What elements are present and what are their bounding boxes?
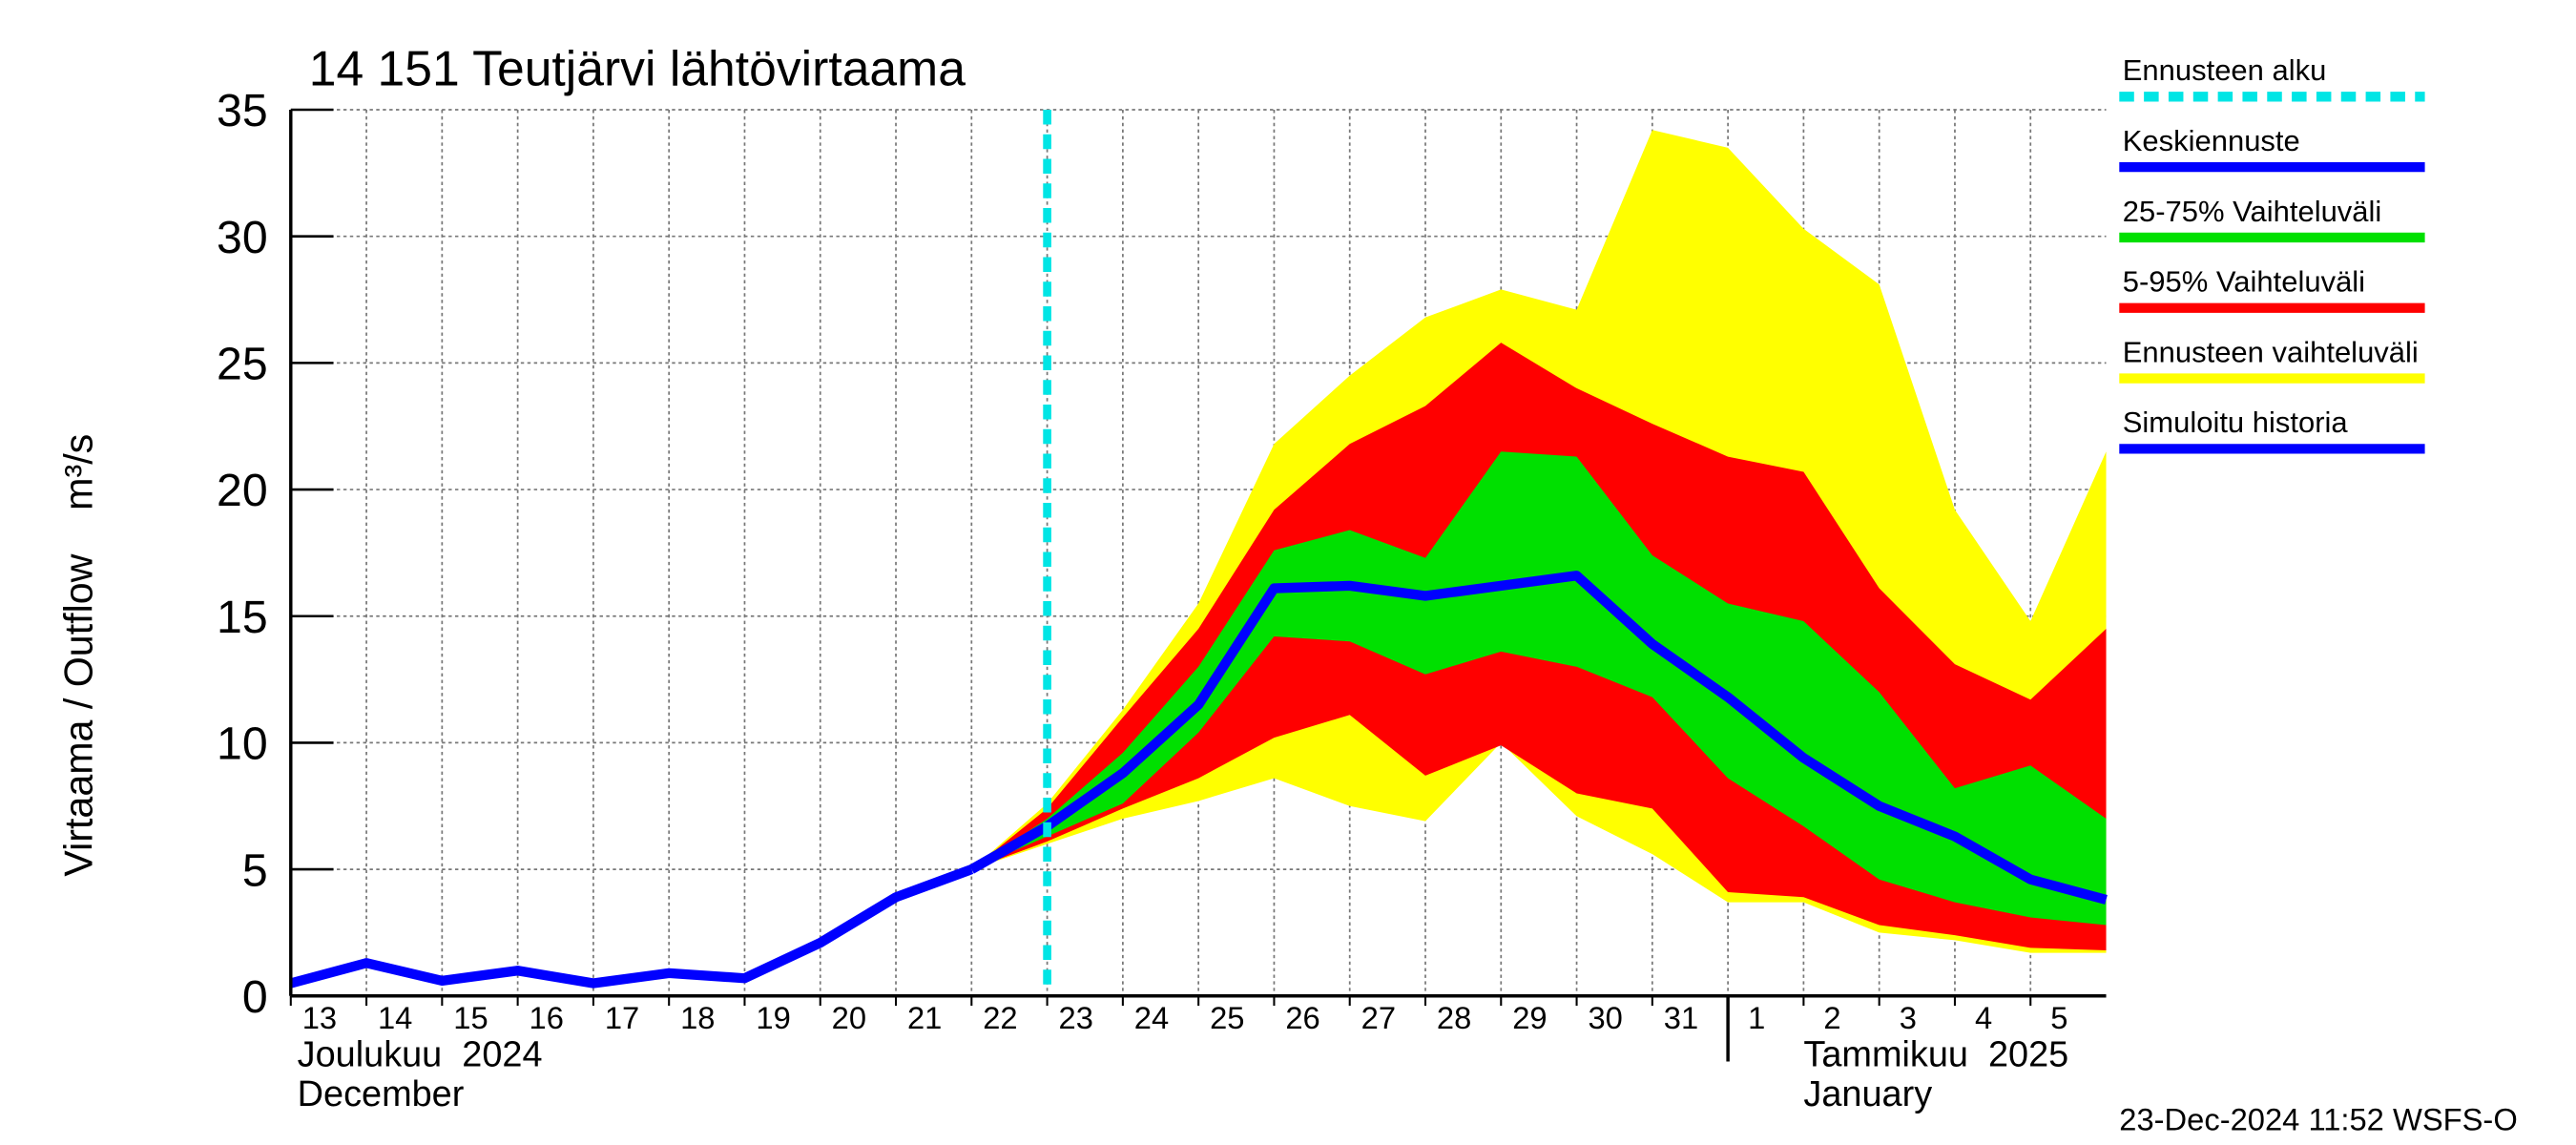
y-tick-label: 30	[217, 212, 268, 263]
x-tick-label: 23	[1059, 1000, 1093, 1035]
x-tick-label: 26	[1285, 1000, 1319, 1035]
y-axis-label: Virtaama / Outflow m³/s	[56, 434, 100, 877]
footer: 23-Dec-2024 11:52 WSFS-O	[2119, 1102, 2517, 1137]
x-tick-label: 29	[1512, 1000, 1547, 1035]
x-tick-label: 20	[832, 1000, 866, 1035]
month-label: January	[1803, 1074, 1932, 1114]
x-tick-label: 17	[605, 1000, 639, 1035]
legend-label: 25-75% Vaihteluväli	[2123, 195, 2382, 228]
y-tick-label: 25	[217, 339, 268, 390]
x-tick-label: 16	[530, 1000, 564, 1035]
legend-label: Ennusteen alku	[2123, 53, 2327, 87]
chart-title: 14 151 Teutjärvi lähtövirtaama	[309, 40, 966, 95]
y-tick-label: 5	[242, 844, 268, 896]
x-tick-label: 3	[1900, 1000, 1917, 1035]
legend-label: Ennusteen vaihteluväli	[2123, 335, 2419, 368]
x-tick-label: 22	[983, 1000, 1017, 1035]
x-tick-label: 4	[1975, 1000, 1992, 1035]
y-tick-label: 35	[217, 85, 268, 136]
legend-label: Keskiennuste	[2123, 124, 2300, 157]
x-tick-label: 5	[2050, 1000, 2067, 1035]
x-tick-label: 1	[1748, 1000, 1765, 1035]
x-tick-label: 15	[453, 1000, 488, 1035]
x-tick-label: 31	[1664, 1000, 1698, 1035]
line	[289, 864, 974, 989]
x-tick-label: 2	[1823, 1000, 1840, 1035]
month-label: December	[298, 1074, 465, 1114]
month-label: Tammikuu 2025	[1803, 1035, 2068, 1075]
y-tick-label: 20	[217, 465, 268, 516]
x-tick-label: 28	[1437, 1000, 1471, 1035]
y-tick-label: 15	[217, 592, 268, 643]
x-tick-label: 18	[680, 1000, 715, 1035]
x-tick-label: 30	[1588, 1000, 1622, 1035]
y-tick-label: 0	[242, 971, 268, 1023]
x-tick-label: 13	[302, 1000, 337, 1035]
month-label: Joulukuu 2024	[298, 1035, 543, 1075]
band	[971, 451, 2107, 926]
x-tick-label: 24	[1134, 1000, 1169, 1035]
x-tick-label: 25	[1210, 1000, 1244, 1035]
x-tick-label: 27	[1361, 1000, 1396, 1035]
y-tick-label: 10	[217, 718, 268, 770]
x-tick-label: 19	[756, 1000, 790, 1035]
x-tick-label: 21	[907, 1000, 942, 1035]
x-tick-label: 14	[378, 1000, 412, 1035]
legend-label: 5-95% Vaihteluväli	[2123, 265, 2365, 299]
line	[968, 571, 2108, 905]
legend-label: Simuloitu historia	[2123, 406, 2349, 439]
